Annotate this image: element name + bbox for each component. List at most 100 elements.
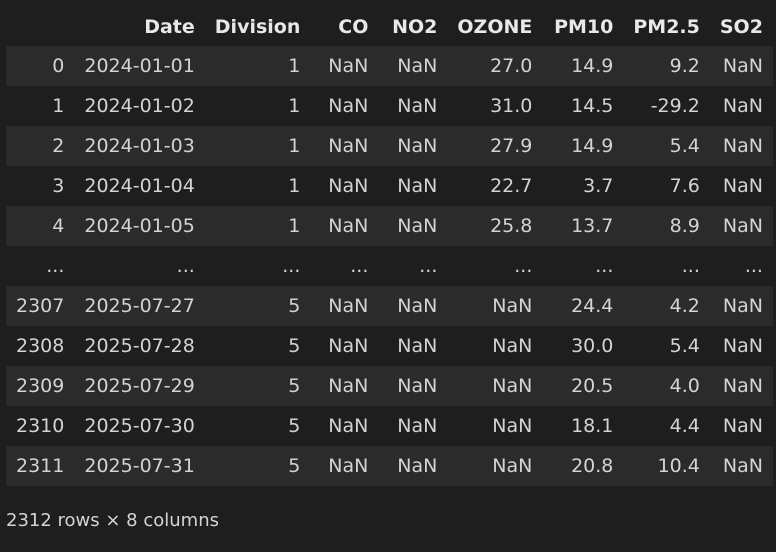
header-pm10: PM10 bbox=[542, 8, 624, 46]
cell-pm10: 14.9 bbox=[571, 135, 614, 157]
cell-so2: NaN bbox=[722, 135, 763, 157]
cell-co: NaN bbox=[328, 95, 369, 117]
cell-pm25: 5.4 bbox=[669, 135, 700, 157]
dataframe-table: Date Division CO NO2 OZONE PM10 PM2.5 SO… bbox=[6, 8, 773, 486]
table-row: 2309 2025-07-29 5 NaN NaN NaN 20.5 4.0 NaN bbox=[6, 366, 773, 406]
cell-division: 5 bbox=[288, 335, 301, 357]
cell-pm25: 9.2 bbox=[669, 55, 700, 77]
cell-division: 1 bbox=[288, 215, 301, 237]
cell-co: NaN bbox=[328, 455, 369, 477]
cell-date: 2025-07-27 bbox=[84, 295, 195, 317]
cell-no2: NaN bbox=[397, 215, 438, 237]
table-row: 2310 2025-07-30 5 NaN NaN NaN 18.1 4.4 NaN bbox=[6, 406, 773, 446]
table-row: 4 2024-01-05 1 NaN NaN 25.8 13.7 8.9 NaN bbox=[6, 206, 773, 246]
table-row: 0 2024-01-01 1 NaN NaN 27.0 14.9 9.2 NaN bbox=[6, 46, 773, 86]
cell-so2: NaN bbox=[722, 375, 763, 397]
cell-division: 5 bbox=[288, 415, 301, 437]
cell-division: 1 bbox=[288, 55, 301, 77]
cell-ozone: 22.7 bbox=[490, 175, 533, 197]
table-row: 1 2024-01-02 1 NaN NaN 31.0 14.5 -29.2 NaN bbox=[6, 86, 773, 126]
cell-co: NaN bbox=[328, 55, 369, 77]
cell-division: 1 bbox=[288, 175, 301, 197]
cell-pm25: ... bbox=[681, 255, 700, 277]
cell-ozone: NaN bbox=[492, 295, 533, 317]
row-index: 2311 bbox=[16, 455, 65, 477]
cell-date: 2025-07-29 bbox=[84, 375, 195, 397]
cell-division: 5 bbox=[288, 455, 301, 477]
cell-pm10: 3.7 bbox=[583, 175, 614, 197]
table-row: 2 2024-01-03 1 NaN NaN 27.9 14.9 5.4 NaN bbox=[6, 126, 773, 166]
cell-co: NaN bbox=[328, 175, 369, 197]
table-body: 0 2024-01-01 1 NaN NaN 27.0 14.9 9.2 NaN 1 2024-01… bbox=[6, 46, 773, 486]
cell-co: NaN bbox=[328, 415, 369, 437]
cell-pm10: 20.8 bbox=[571, 455, 614, 477]
header-date: Date bbox=[74, 8, 205, 46]
cell-pm25: -29.2 bbox=[650, 95, 700, 117]
cell-date: 2025-07-30 bbox=[84, 415, 195, 437]
cell-pm10: 30.0 bbox=[571, 335, 614, 357]
cell-no2: NaN bbox=[397, 135, 438, 157]
row-index: 4 bbox=[52, 215, 65, 237]
cell-pm25: 7.6 bbox=[669, 175, 700, 197]
cell-pm25: 4.2 bbox=[669, 295, 700, 317]
cell-so2: NaN bbox=[722, 415, 763, 437]
dataframe-shape-label: 2312 rows × 8 columns bbox=[6, 510, 219, 531]
table-row: 2311 2025-07-31 5 NaN NaN NaN 20.8 10.4 NaN bbox=[6, 446, 773, 486]
cell-date: ... bbox=[176, 255, 195, 277]
cell-co: NaN bbox=[328, 375, 369, 397]
cell-no2: ... bbox=[419, 255, 438, 277]
cell-co: NaN bbox=[328, 215, 369, 237]
cell-co: NaN bbox=[328, 135, 369, 157]
cell-ozone: NaN bbox=[492, 415, 533, 437]
cell-no2: NaN bbox=[397, 415, 438, 437]
header-so2: SO2 bbox=[709, 8, 773, 46]
cell-so2: NaN bbox=[722, 215, 763, 237]
header-co: CO bbox=[310, 8, 379, 46]
row-index: 3 bbox=[52, 175, 65, 197]
header-row: Date Division CO NO2 OZONE PM10 PM2.5 SO… bbox=[6, 8, 773, 46]
cell-pm10: 24.4 bbox=[571, 295, 614, 317]
cell-date: 2024-01-02 bbox=[84, 95, 195, 117]
cell-ozone: 25.8 bbox=[490, 215, 533, 237]
cell-co: NaN bbox=[328, 335, 369, 357]
table-row: 2307 2025-07-27 5 NaN NaN NaN 24.4 4.2 NaN bbox=[6, 286, 773, 326]
cell-so2: NaN bbox=[722, 295, 763, 317]
cell-ozone: NaN bbox=[492, 335, 533, 357]
row-index: 1 bbox=[52, 95, 65, 117]
cell-date: 2024-01-04 bbox=[84, 175, 195, 197]
row-index: 2307 bbox=[16, 295, 65, 317]
header-ozone: OZONE bbox=[447, 8, 543, 46]
row-index: 2 bbox=[52, 135, 65, 157]
cell-pm25: 4.4 bbox=[669, 415, 700, 437]
cell-division: 5 bbox=[288, 295, 301, 317]
header-division: Division bbox=[204, 8, 311, 46]
table-row: ........................... bbox=[6, 246, 773, 286]
cell-no2: NaN bbox=[397, 95, 438, 117]
cell-so2: ... bbox=[744, 255, 763, 277]
cell-no2: NaN bbox=[397, 335, 438, 357]
cell-ozone: NaN bbox=[492, 455, 533, 477]
cell-no2: NaN bbox=[397, 375, 438, 397]
row-index: 2308 bbox=[16, 335, 65, 357]
header-no2: NO2 bbox=[378, 8, 448, 46]
cell-ozone: NaN bbox=[492, 375, 533, 397]
row-index: ... bbox=[46, 255, 65, 277]
cell-pm25: 8.9 bbox=[669, 215, 700, 237]
cell-pm10: ... bbox=[595, 255, 614, 277]
table-row: 3 2024-01-04 1 NaN NaN 22.7 3.7 7.6 NaN bbox=[6, 166, 773, 206]
cell-no2: NaN bbox=[397, 55, 438, 77]
header-pm25: PM2.5 bbox=[623, 8, 710, 46]
cell-no2: NaN bbox=[397, 455, 438, 477]
cell-ozone: 27.9 bbox=[490, 135, 533, 157]
cell-co: NaN bbox=[328, 295, 369, 317]
cell-date: 2025-07-28 bbox=[84, 335, 195, 357]
cell-ozone: 31.0 bbox=[490, 95, 533, 117]
cell-pm10: 18.1 bbox=[571, 415, 614, 437]
cell-no2: NaN bbox=[397, 175, 438, 197]
row-index: 2309 bbox=[16, 375, 65, 397]
cell-ozone: 27.0 bbox=[490, 55, 533, 77]
cell-pm25: 4.0 bbox=[669, 375, 700, 397]
cell-so2: NaN bbox=[722, 455, 763, 477]
cell-co: ... bbox=[350, 255, 369, 277]
cell-pm25: 10.4 bbox=[657, 455, 700, 477]
